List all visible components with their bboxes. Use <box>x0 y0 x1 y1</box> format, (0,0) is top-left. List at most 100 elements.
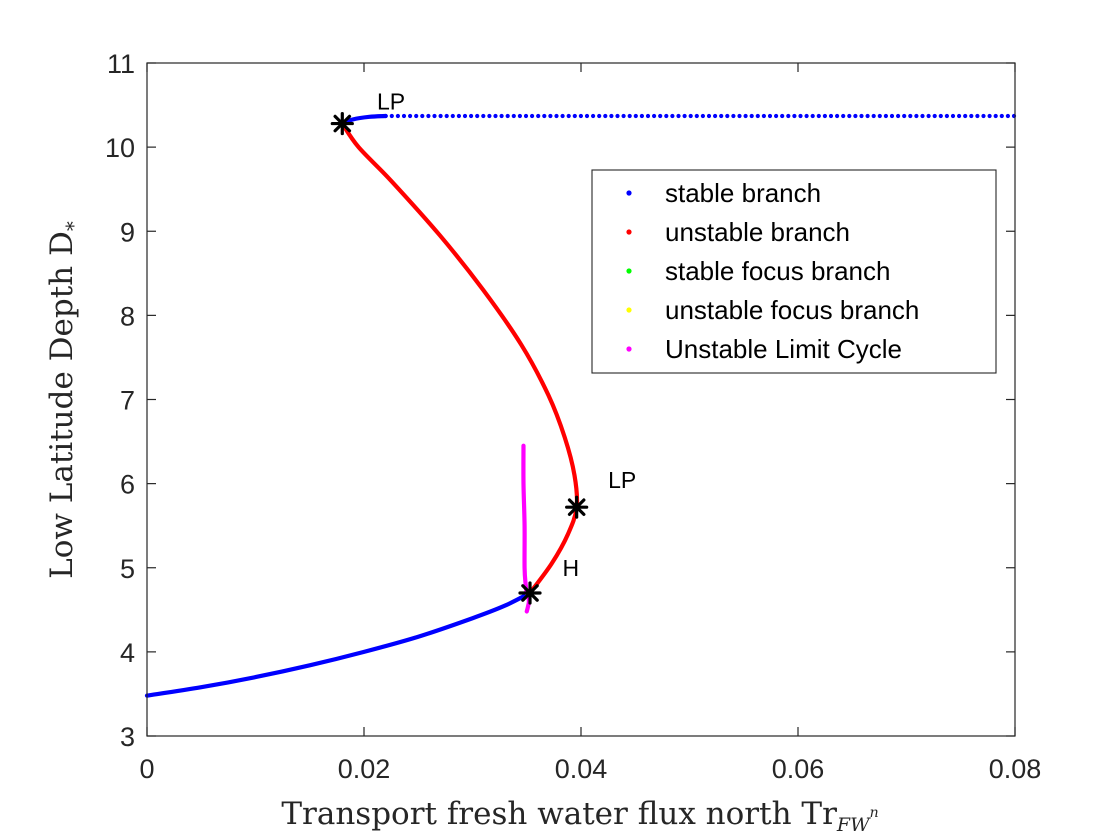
dotted-branch-point <box>639 113 645 119</box>
x-tick-label: 0.06 <box>772 754 825 784</box>
dotted-branch-point <box>877 113 882 119</box>
dotted-branch-point <box>755 113 760 119</box>
y-axis-label: Low Latitude Depth D* <box>44 221 85 579</box>
dotted-branch-point <box>505 113 510 119</box>
bifurcation-point-label: LP <box>608 467 636 493</box>
y-tick-label: 8 <box>120 301 135 331</box>
dotted-branch-point <box>542 113 547 119</box>
dotted-branch-point <box>658 113 663 119</box>
dotted-branch-point <box>859 113 864 119</box>
dotted-branch-point <box>395 113 400 119</box>
dotted-branch-point <box>841 113 846 119</box>
dotted-branch-point <box>469 113 474 119</box>
dotted-branch-point <box>664 113 669 119</box>
y-axis-label-subscript: * <box>61 221 85 231</box>
dotted-branch-point <box>798 113 803 119</box>
y-tick-label: 6 <box>120 470 135 500</box>
legend-marker <box>626 229 632 235</box>
dotted-branch-point <box>438 113 443 119</box>
x-axis-label-subscript: FW <box>836 814 871 836</box>
dotted-branch-point <box>408 113 413 119</box>
dotted-branch-point <box>963 113 968 119</box>
unstable-branch-line <box>340 121 580 596</box>
dotted-branch-point <box>871 113 876 119</box>
dotted-branch-point <box>499 113 504 119</box>
dotted-branch-point <box>536 113 541 119</box>
dotted-branch-point <box>481 113 486 119</box>
dotted-branch-point <box>688 113 693 119</box>
dotted-branch-point <box>566 113 571 119</box>
dotted-branch-point <box>737 113 742 119</box>
x-axis-label-main: Transport fresh water flux north Tr <box>281 796 837 832</box>
dotted-branch-point <box>475 113 480 119</box>
dotted-branch-point <box>462 113 468 119</box>
dotted-branch-point <box>615 113 620 119</box>
y-tick-label: 4 <box>120 638 135 668</box>
dotted-branch-point <box>883 113 889 119</box>
dotted-branch-point <box>932 113 937 119</box>
dotted-branch-point <box>584 113 590 119</box>
dotted-branch-point <box>853 113 858 119</box>
x-axis-label-superscript: n <box>870 805 879 821</box>
dotted-branch-point <box>676 113 681 119</box>
dotted-branch-point <box>981 113 986 119</box>
dotted-branch-point <box>432 113 437 119</box>
x-tick-label: 0.04 <box>555 754 608 784</box>
y-tick-label: 3 <box>120 722 135 752</box>
dotted-branch-point <box>420 113 425 119</box>
dotted-branch-point <box>957 113 962 119</box>
stable-branch-line <box>144 590 533 698</box>
dotted-branch-point <box>493 113 498 119</box>
dotted-branch-point <box>444 113 449 119</box>
x-tick-label: 0.08 <box>989 754 1042 784</box>
legend-entry-label: stable branch <box>665 178 821 208</box>
y-tick-label: 11 <box>107 49 135 79</box>
legend-marker <box>626 268 632 274</box>
dotted-branch-point <box>706 113 712 119</box>
dotted-branch-point <box>774 113 779 119</box>
dotted-branch-point <box>645 113 651 119</box>
dotted-branch-point <box>682 113 687 119</box>
dotted-branch-point <box>426 113 431 119</box>
dotted-branch-point <box>835 113 840 119</box>
dotted-branch-point <box>609 113 614 119</box>
legend-marker <box>626 307 632 313</box>
x-axis-label: Transport fresh water flux north TrFWn <box>281 796 878 836</box>
dotted-branch-point <box>548 113 553 119</box>
dotted-branch-point <box>975 113 980 119</box>
y-axis-label-main: Low Latitude Depth D <box>44 231 80 579</box>
dotted-branch-point <box>511 113 516 119</box>
bifurcation-point-marker <box>330 111 354 136</box>
legend-box <box>591 169 997 374</box>
bifurcation-point-marker <box>518 581 542 605</box>
dotted-branch-point <box>920 113 925 119</box>
axis-ticks: 0 0.02 0.04 0.06 0.08 3 4 5 6 7 8 9 10 11 <box>105 49 1041 784</box>
bifurcation-point-marker <box>565 495 589 519</box>
dotted-branch-point <box>816 113 821 119</box>
dotted-branch-point <box>719 113 724 119</box>
dotted-branch-point <box>389 113 394 119</box>
legend-marker <box>626 190 632 196</box>
dotted-branch-point <box>993 113 998 119</box>
dotted-branch-point <box>889 113 895 119</box>
dotted-branch-point <box>761 113 767 119</box>
dotted-branch-point <box>572 113 577 119</box>
dotted-branch-point <box>822 113 828 119</box>
dotted-branch-point <box>591 113 596 119</box>
dotted-branch-point <box>749 113 754 119</box>
dotted-branch-point <box>810 113 815 119</box>
dotted-branch-point <box>530 113 535 119</box>
dotted-branch-point <box>487 113 492 119</box>
dotted-branch-point <box>902 113 907 119</box>
dotted-branch-point <box>725 113 730 119</box>
dotted-branch-point <box>700 113 706 119</box>
dotted-branch-point <box>804 113 809 119</box>
dotted-branch-point <box>944 113 950 119</box>
dotted-branch-point <box>926 113 931 119</box>
dotted-branch-point <box>786 113 791 119</box>
legend-entry-label: Unstable Limit Cycle <box>665 334 902 364</box>
dotted-branch-point <box>828 113 834 119</box>
dotted-branch-point <box>914 113 919 119</box>
dotted-branch-point <box>633 113 638 119</box>
